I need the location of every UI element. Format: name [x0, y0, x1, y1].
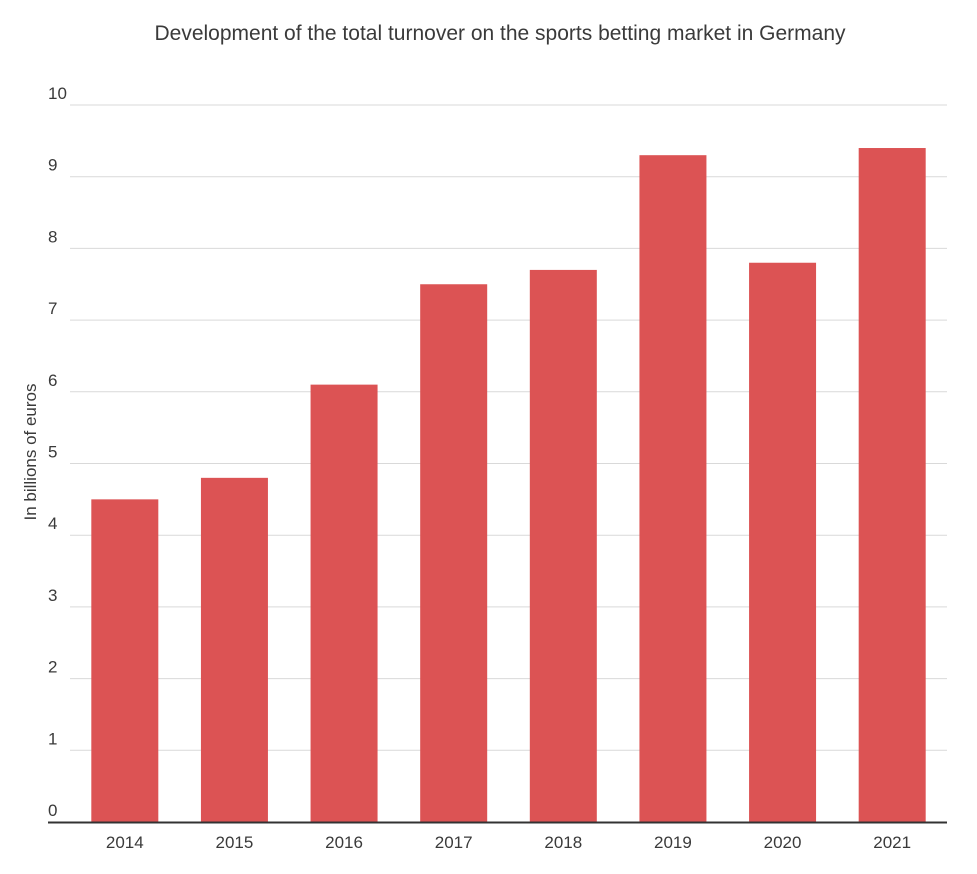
y-axis-label: In billions of euros	[21, 383, 40, 520]
y-tick-label: 5	[48, 443, 57, 462]
bar-2015	[200, 477, 268, 822]
y-tick-label: 9	[48, 156, 57, 175]
y-tick-label: 4	[48, 514, 57, 533]
y-tick-label: 6	[48, 371, 57, 390]
bar-2021	[858, 148, 926, 822]
y-tick-label: 3	[48, 586, 57, 605]
bar-2020	[749, 262, 817, 822]
y-tick-label: 0	[48, 801, 57, 820]
x-tick-label: 2021	[873, 833, 911, 852]
x-tick-label: 2017	[435, 833, 473, 852]
y-tick-label: 7	[48, 299, 57, 318]
x-axis-ticks: 2014 2015 2016 2017 2018 2019 2020 2021	[106, 833, 911, 852]
x-tick-label: 2019	[654, 833, 692, 852]
x-tick-label: 2016	[325, 833, 363, 852]
x-tick-label: 2020	[764, 833, 802, 852]
y-axis-ticks: 0 1 2 3 4 5 6 7 8 9 10	[48, 84, 67, 820]
y-tick-label: 10	[48, 84, 67, 103]
y-tick-label: 8	[48, 227, 57, 246]
bar-2017	[420, 284, 488, 822]
y-tick-label: 2	[48, 658, 57, 677]
bar-2016	[310, 384, 378, 822]
x-tick-label: 2018	[544, 833, 582, 852]
bar-2018	[529, 269, 597, 822]
bars	[91, 148, 926, 822]
chart-title: Development of the total turnover on the…	[154, 22, 846, 45]
x-tick-label: 2015	[216, 833, 254, 852]
bar-2019	[639, 155, 707, 822]
y-tick-label: 1	[48, 729, 57, 748]
bar-2014	[91, 499, 159, 822]
x-tick-label: 2014	[106, 833, 144, 852]
